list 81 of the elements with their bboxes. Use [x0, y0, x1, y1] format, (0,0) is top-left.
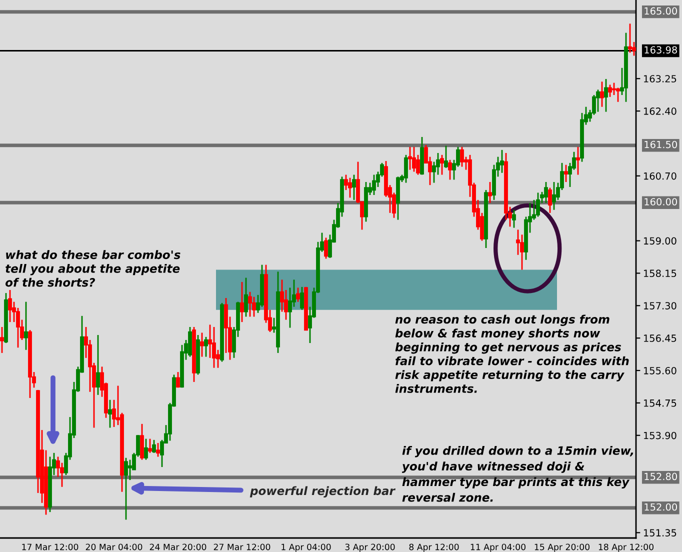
candlestick [500, 149, 504, 174]
y-tick-label: 154.75 [644, 400, 676, 407]
x-tick-label: 1 Apr 04:00 [282, 544, 331, 552]
annotation: powerful rejection bar [250, 486, 396, 498]
candlestick [552, 181, 556, 211]
annotation: no reason to cash out longs from below & fast money shorts now beginning to get nervous as prices fail to vibrate lower - coincides with risk appetite returning to the carry instruments. [395, 314, 629, 393]
candlestick [204, 336, 208, 358]
candlestick [604, 78, 608, 112]
candlestick [8, 289, 12, 323]
y-tick-label: 160.70 [644, 172, 676, 180]
candlestick [352, 174, 356, 201]
candlestick [96, 334, 100, 396]
x-tick-label: 3 Apr 20:00 [345, 544, 395, 552]
candlestick [408, 146, 412, 170]
candlestick [300, 286, 304, 311]
candlestick [108, 399, 112, 428]
candlestick [612, 82, 616, 96]
candlestick [544, 181, 548, 204]
y-tick-label: 158.15 [644, 270, 676, 278]
candlestick [348, 177, 352, 198]
candlestick [296, 287, 300, 303]
candlestick [628, 22, 632, 54]
ref-line-label: 161.50 [644, 140, 678, 148]
candlestick [460, 146, 464, 168]
ref-line-label: 165.00 [644, 7, 678, 15]
x-tick-label: 27 Mar 12:00 [214, 544, 270, 550]
y-tick-label: 156.45 [644, 334, 676, 342]
candlestick [444, 145, 448, 169]
candlestick [440, 154, 444, 176]
annotation: if you drilled down to a 15min view, you'd have witnessed doji & hammer type bar prints at this key reversal zone. [402, 446, 634, 502]
candlestick [372, 174, 376, 196]
candlestick [448, 159, 452, 180]
candlestick [212, 326, 216, 369]
ref-line-label: 152.80 [644, 472, 678, 480]
candlestick [548, 187, 552, 214]
candlestick [240, 281, 244, 323]
candlestick [608, 84, 612, 98]
x-tick-label: 17 Mar 12:00 [22, 544, 78, 550]
candlestick [144, 438, 148, 460]
candlestick [140, 423, 144, 460]
candlestick [324, 237, 328, 260]
candlestick [124, 457, 128, 520]
y-tick-label: 151.35 [644, 529, 676, 536]
candlestick [412, 146, 416, 172]
candlestick [576, 146, 580, 176]
y-tick-label: 155.60 [644, 366, 676, 374]
candlestick [152, 439, 156, 454]
x-tick-label: 15 Apr 20:00 [534, 544, 590, 552]
candlestick [488, 181, 492, 204]
ref-line-label: 163.98 [644, 46, 677, 54]
x-tick-label: 24 Mar 20:00 [150, 544, 206, 550]
candlestick [596, 88, 600, 112]
candlestick [148, 438, 152, 454]
y-tick-label: 153.90 [644, 432, 676, 440]
candlestick [244, 277, 248, 318]
y-tick-label: 163.25 [644, 75, 676, 82]
candlestick [176, 371, 180, 388]
annotation: what do these bar combo's tell you about the appetite of the shorts? [6, 250, 180, 287]
candlestick [564, 164, 568, 183]
candlestick [512, 209, 516, 228]
candlestick [520, 234, 524, 270]
y-tick-label: 162.40 [644, 108, 676, 115]
y-tick-label: 159.00 [644, 237, 676, 245]
x-tick-label: 20 Mar 04:00 [86, 544, 142, 550]
x-tick-label: 18 Apr 12:00 [598, 544, 654, 552]
x-tick-label: 8 Apr 12:00 [409, 544, 459, 552]
candlestick [404, 154, 408, 184]
ref-line-label: 160.00 [644, 198, 678, 206]
candlestick [0, 326, 4, 354]
candlestick [248, 291, 252, 318]
ref-line-label: 152.00 [644, 503, 678, 511]
candlestick [200, 332, 204, 358]
candlestick [24, 301, 28, 351]
candlestick [600, 80, 604, 108]
candlestick [252, 296, 256, 318]
candlestick [616, 87, 620, 103]
candlestick [536, 192, 540, 218]
candlestick [156, 442, 160, 458]
y-tick-label: 157.30 [644, 302, 676, 310]
candlestick [188, 326, 192, 358]
x-tick-label: 11 Apr 04:00 [470, 544, 526, 552]
